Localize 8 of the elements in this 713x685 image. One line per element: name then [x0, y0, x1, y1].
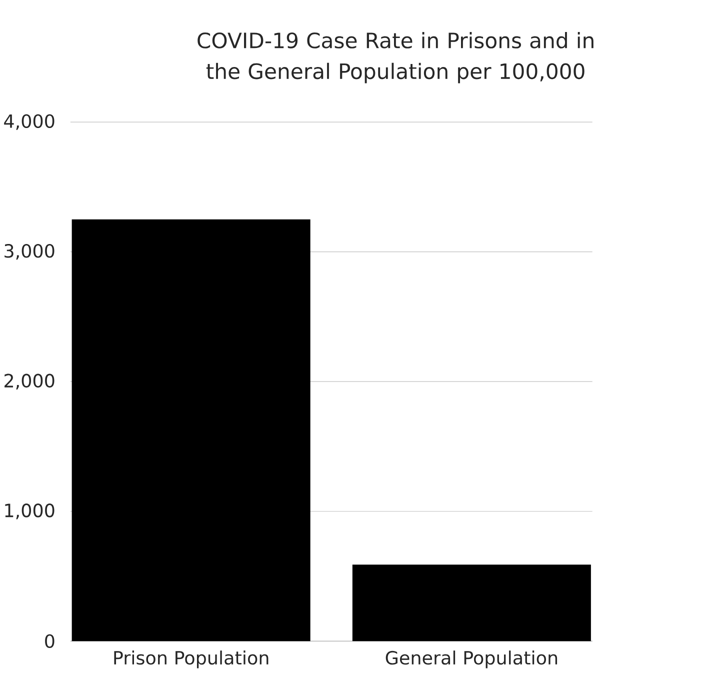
x-tick-label: General Population	[386, 650, 558, 668]
y-tick-label: 4,000	[4, 114, 54, 130]
y-tick-label: 2,000	[4, 374, 54, 390]
y-tick-label: 1,000	[5, 503, 54, 520]
y-tick-label: 0	[45, 634, 54, 648]
y-tick-label: 3,000	[4, 244, 54, 260]
chart-title: COVID-19 Case Rate in Prisons and in the General Population per 100,000	[198, 32, 594, 84]
x-tick-label: Prison Population	[114, 650, 268, 668]
